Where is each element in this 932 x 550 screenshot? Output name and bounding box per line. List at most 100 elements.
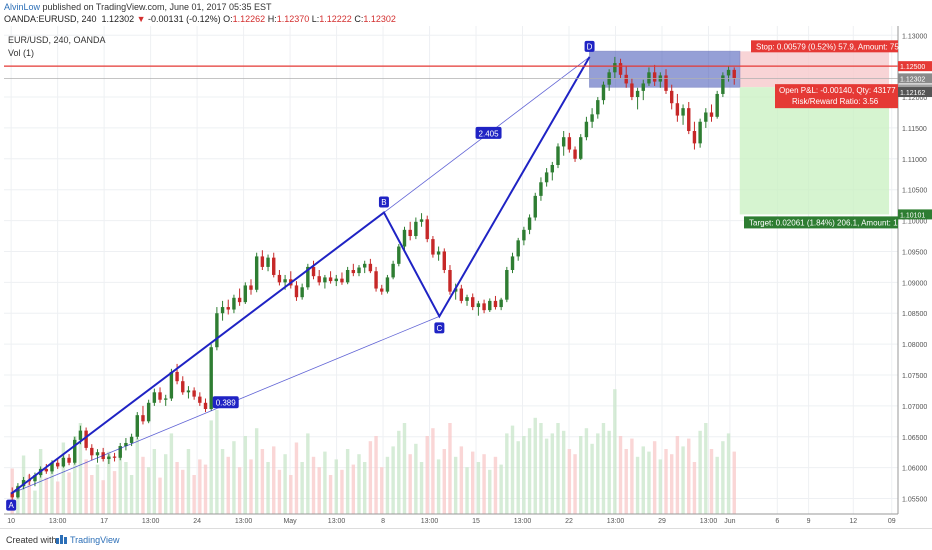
- volume-bar: [590, 443, 594, 514]
- volume-bar: [323, 451, 327, 514]
- candle-body: [522, 229, 526, 241]
- candle-body: [533, 195, 537, 218]
- candle-body: [107, 456, 111, 460]
- price-tag-text-stop_line: 1.12500: [900, 64, 925, 71]
- candle-body: [283, 279, 287, 283]
- volume-bar: [368, 441, 373, 514]
- volume-bar: [215, 410, 219, 514]
- candle-body: [243, 285, 248, 303]
- x-tick-label: 13:00: [235, 518, 253, 525]
- candle-body: [181, 381, 185, 393]
- volume-bar: [311, 456, 316, 514]
- volume-bar: [306, 433, 310, 514]
- price-tag-entry: [898, 87, 932, 98]
- candle-body: [209, 347, 213, 409]
- candle-body: [374, 271, 378, 289]
- volume-bar: [61, 442, 66, 514]
- volume-bar: [101, 480, 105, 514]
- x-tick-label: May: [283, 518, 297, 525]
- candle-body: [33, 475, 37, 482]
- candle-body: [328, 277, 333, 282]
- tradingview-link[interactable]: TradingView: [70, 535, 120, 545]
- target-zone: [739, 87, 890, 215]
- candle-body: [385, 277, 390, 292]
- volume-bar: [124, 462, 128, 514]
- volume-bar: [561, 430, 566, 514]
- y-tick-label: 1.09500: [902, 249, 927, 256]
- volume-bar: [90, 475, 94, 514]
- y-tick-label: 1.12000: [902, 95, 927, 102]
- close-value: 1.12302: [363, 14, 396, 24]
- volume-bar: [721, 441, 725, 514]
- x-tick-label: 22: [565, 518, 573, 525]
- candle-body: [277, 274, 282, 283]
- candle-body: [254, 256, 259, 290]
- candle-body: [402, 229, 407, 247]
- x-tick-label: 6: [775, 518, 779, 525]
- change-text: -0.00131 (-0.12%): [148, 14, 221, 24]
- candle-body: [232, 297, 236, 310]
- x-tick-label: 09: [888, 518, 896, 525]
- volume-bar: [675, 436, 680, 514]
- candle-body: [436, 251, 441, 255]
- abcd-pattern[interactable]: A B C D 0.389 2.405: [4, 40, 898, 511]
- candle-body: [175, 371, 179, 382]
- candle-body: [704, 112, 708, 122]
- volume-bar: [596, 433, 600, 514]
- candle-body: [590, 114, 594, 122]
- candle-body: [510, 256, 515, 270]
- volume-bar: [78, 423, 83, 514]
- price-tag-text-last: 1.12302: [900, 76, 925, 83]
- volume-bar: [488, 469, 492, 514]
- volume-bar: [465, 467, 469, 514]
- candle-body: [715, 93, 719, 117]
- point-box-d: [584, 40, 595, 52]
- candle-body: [561, 137, 566, 147]
- candle-body: [476, 303, 481, 308]
- volume-legend[interactable]: Vol (1): [8, 48, 35, 58]
- candle-body: [226, 307, 230, 310]
- candle-body: [16, 486, 20, 498]
- candle-body: [61, 457, 66, 467]
- stop-info-box: [751, 40, 898, 53]
- rr-info-text: Risk/Reward Ratio: 3.56: [792, 97, 879, 106]
- candle-body: [84, 430, 88, 448]
- author-link[interactable]: AlvinLow: [4, 2, 41, 12]
- candle-body: [669, 90, 674, 104]
- published-text: published on TradingView.com, June 01, 2…: [42, 2, 272, 12]
- candle-body: [152, 392, 157, 403]
- candle-body: [624, 74, 628, 84]
- x-tick-label: 13:00: [49, 518, 67, 525]
- candle-body: [311, 266, 316, 277]
- candle-body: [397, 246, 401, 264]
- volume-bar: [442, 449, 446, 514]
- x-tick-label: 24: [193, 518, 201, 525]
- volume-bar: [601, 423, 606, 514]
- candle-body: [505, 270, 509, 300]
- volume-bar: [414, 443, 418, 514]
- candle-body: [516, 240, 520, 257]
- volume-bar: [425, 436, 429, 514]
- volume-bar: [698, 430, 702, 514]
- price-tag-text-entry: 1.12162: [900, 90, 925, 97]
- candle-body: [220, 307, 225, 314]
- volume-bar: [44, 477, 49, 514]
- volume-bar: [328, 475, 333, 514]
- volume-bar: [527, 428, 532, 514]
- candle-body: [345, 270, 350, 283]
- volume-bar: [107, 451, 111, 514]
- stop-info-text: Stop: 0.00579 (0.52%) 57.9, Amount: 75: [756, 42, 899, 51]
- price-chart[interactable]: A B C D 0.389 2.405 1.13000 1.12500 1.12000 1.11…: [0, 0, 932, 528]
- series-legend[interactable]: EUR/USD, 240, OANDA: [8, 35, 106, 45]
- volume-bar: [266, 462, 270, 514]
- volume-bar: [533, 417, 537, 514]
- y-tick-label: 1.07000: [902, 404, 927, 411]
- price-tag-target: [898, 209, 932, 220]
- publish-info: AlvinLow published on TradingView.com, J…: [4, 2, 272, 12]
- volume-bar: [118, 446, 122, 514]
- x-tick-label: 13:00: [142, 518, 160, 525]
- ratio-box: [212, 396, 239, 409]
- candle-body: [357, 267, 361, 274]
- point-label-d: D: [587, 42, 593, 51]
- candle-body: [124, 442, 128, 447]
